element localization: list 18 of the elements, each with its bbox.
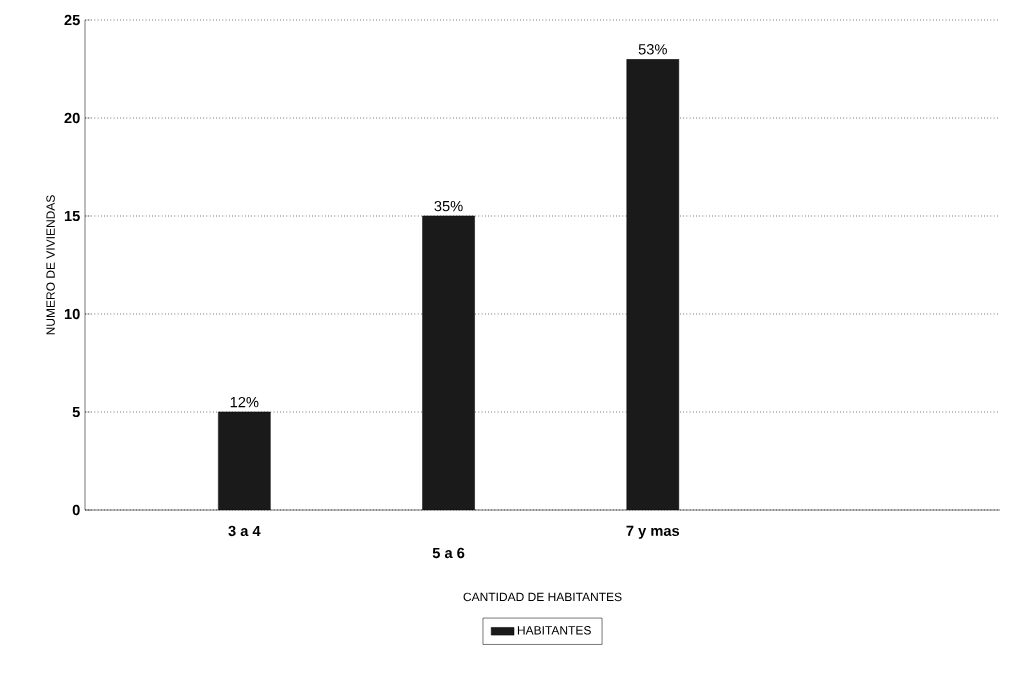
text: 12% (230, 396, 259, 408)
x-tick-label: 7 y mas (626, 525, 680, 539)
bar (218, 412, 271, 510)
y-tick-label: 5 (72, 406, 80, 418)
text: 53% (638, 44, 667, 55)
x-tick-label: 5 a 6 (432, 547, 465, 559)
y-axis-title: NUMERO DE VIVIENDAS (46, 195, 55, 335)
bar (422, 216, 475, 510)
text: 35% (434, 200, 463, 212)
x-tick-label: 3 a 4 (228, 525, 261, 537)
bar (626, 58, 680, 510)
y-tick-label: 0 (72, 504, 80, 516)
y-tick-label: 15 (64, 210, 80, 222)
y-tick-label: 20 (64, 112, 80, 124)
y-tick-label: 25 (64, 14, 80, 26)
y-tick-label: 10 (64, 308, 80, 320)
legend-label: HABITANTES (517, 626, 591, 635)
x-axis-title: CANTIDAD DE HABITANTES (463, 592, 622, 602)
